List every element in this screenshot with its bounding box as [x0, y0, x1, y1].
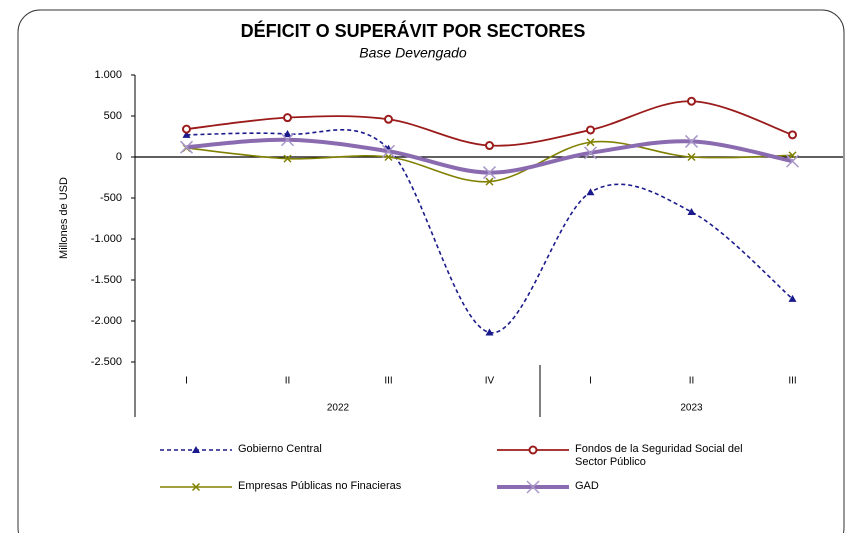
series-line: [186, 128, 794, 334]
data-point: [283, 113, 292, 123]
chart-title: DÉFICIT O SUPERÁVIT POR SECTORES: [241, 20, 586, 41]
x-group-label: 2023: [680, 403, 703, 414]
x-tick-label: III: [788, 376, 796, 387]
data-point: [687, 96, 696, 106]
data-point: [485, 177, 494, 186]
data-point: [384, 152, 393, 162]
data-point: [179, 140, 194, 154]
data-point: [384, 114, 393, 124]
y-axis-label: Millones de USD: [58, 177, 70, 259]
legend-label: Empresas Públicas no Finacieras: [238, 480, 402, 492]
legend-marker: [528, 445, 538, 455]
x-tick-label: II: [285, 376, 291, 387]
data-point: [687, 207, 696, 215]
frame: [17, 9, 845, 533]
data-point: [182, 130, 191, 138]
y-tick-label: 500: [104, 110, 122, 122]
y-tick-label: -2.500: [91, 356, 122, 368]
data-point: [280, 133, 295, 147]
x-tick-label: IV: [485, 376, 495, 387]
y-tick-label: -2.000: [91, 315, 122, 327]
y-tick-label: 0: [116, 151, 122, 163]
legend-marker: [191, 482, 201, 492]
x-group-label: 2022: [327, 403, 350, 414]
x-tick-label: I: [589, 376, 592, 387]
data-point: [182, 124, 191, 134]
data-point: [788, 151, 797, 160]
y-tick-label: -1.000: [91, 233, 122, 245]
chart-subtitle: Base Devengado: [359, 45, 467, 61]
x-tick-label: III: [384, 376, 392, 387]
data-point: [586, 138, 595, 147]
legend-label: Fondos de la Seguridad Social del Sector…: [575, 443, 743, 468]
data-point: [586, 188, 595, 196]
legend-label: Gobierno Central: [238, 443, 322, 455]
data-point: [586, 125, 595, 135]
data-point: [788, 130, 797, 140]
data-point: [283, 154, 292, 163]
y-tick-label: -500: [100, 192, 122, 204]
legend-marker: [192, 446, 200, 453]
data-point: [788, 294, 797, 302]
y-tick-label: 1.000: [94, 69, 122, 81]
data-point: [283, 130, 292, 138]
data-point: [785, 154, 800, 168]
data-point: [485, 328, 494, 336]
data-point: [684, 134, 699, 148]
x-tick-label: I: [185, 376, 188, 387]
legend-marker: [526, 480, 540, 494]
legend-label: GAD: [575, 480, 599, 492]
data-point: [482, 166, 497, 180]
data-point: [583, 146, 598, 160]
x-tick-label: II: [689, 376, 695, 387]
data-point: [485, 141, 494, 151]
y-tick-label: -1.500: [91, 274, 122, 286]
data-point: [687, 152, 696, 162]
data-point: [381, 144, 396, 158]
